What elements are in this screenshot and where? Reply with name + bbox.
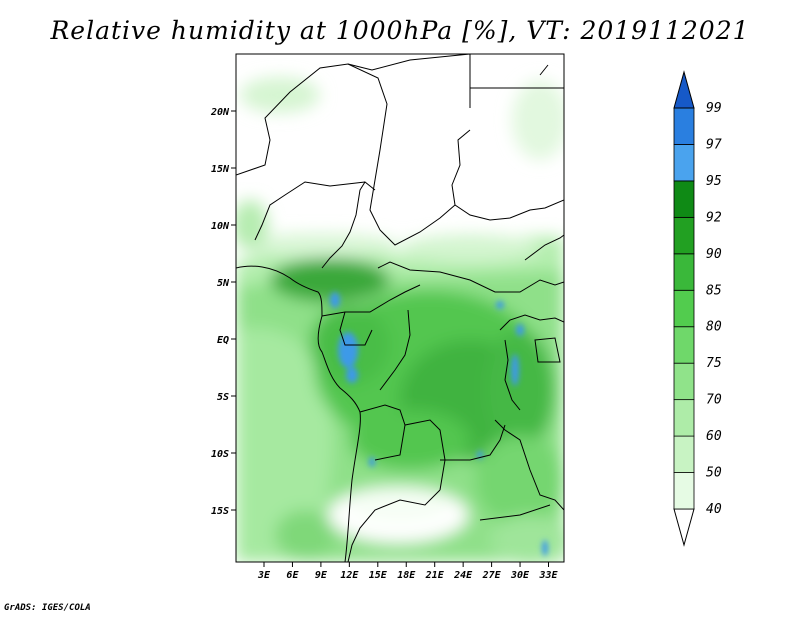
colorbar-label: 92 (706, 210, 722, 225)
map-frame (235, 53, 565, 563)
lat-tick-label: 10N (211, 221, 230, 232)
lon-tick-label: 18E (397, 570, 416, 581)
lon-tick-label: 27E (482, 570, 502, 581)
lat-tick-label: EQ (217, 335, 229, 346)
lon-tick-label: 6E (286, 570, 299, 581)
lon-tick-label: 12E (340, 570, 359, 581)
colorbar-label: 80 (706, 320, 722, 335)
colorbar-label: 75 (706, 356, 722, 371)
colorbar-under-triangle (673, 508, 695, 547)
lat-tick-label: 15S (211, 506, 229, 517)
lon-tick-label: 15E (369, 570, 388, 581)
lon-tick-label: 24E (453, 570, 473, 581)
colorbar-label: 97 (706, 137, 722, 152)
lat-tick-label: 10S (211, 449, 229, 460)
colorbar-segment (673, 472, 695, 510)
colorbar-over-triangle (673, 70, 695, 109)
colorbar-segment (673, 107, 695, 145)
lon-tick-label: 21E (425, 570, 445, 581)
colorbar-label: 60 (706, 429, 722, 444)
colorbar-label: 95 (706, 174, 722, 189)
lat-tick-label: 5N (217, 278, 230, 289)
chart-title: Relative humidity at 1000hPa [%], VT: 20… (50, 16, 750, 45)
lon-tick-label: 3E (257, 570, 271, 581)
colorbar-segment (673, 399, 695, 437)
country-borders (236, 54, 564, 562)
colorbar-segment (673, 216, 695, 255)
colorbar-segment (673, 180, 695, 218)
axis-ticks: 20N 15N 10N 5N EQ 5S 10S 15S 3E 6E 9E 12E 15E 18E 21E 2… (210, 107, 559, 581)
lon-tick-label: 30E (510, 570, 530, 581)
humidity-field (236, 54, 564, 562)
colorbar-segment (673, 326, 695, 364)
colorbar-label: 50 (706, 466, 722, 481)
colorbar-segment (673, 289, 695, 328)
colorbar-label: 85 (706, 283, 722, 298)
lat-tick-label: 15N (211, 164, 230, 175)
colorbar-segment (673, 362, 695, 401)
colorbar-label: 99 (706, 101, 722, 116)
lat-tick-label: 5S (217, 392, 229, 403)
colorbar-label: 40 (706, 502, 722, 517)
colorbar-label: 70 (706, 393, 722, 408)
footer-credit: GrADS: IGES/COLA (4, 603, 91, 613)
colorbar-label: 90 (706, 247, 722, 262)
colorbar-segment (673, 144, 695, 182)
lon-tick-label: 33E (538, 570, 558, 581)
colorbar-segment (673, 435, 695, 473)
colorbar-segment (673, 253, 695, 291)
lat-tick-label: 20N (210, 107, 230, 118)
colorbar: 40 50 60 70 75 80 85 90 92 95 97 99 (673, 70, 722, 547)
lon-tick-label: 9E (315, 570, 328, 581)
